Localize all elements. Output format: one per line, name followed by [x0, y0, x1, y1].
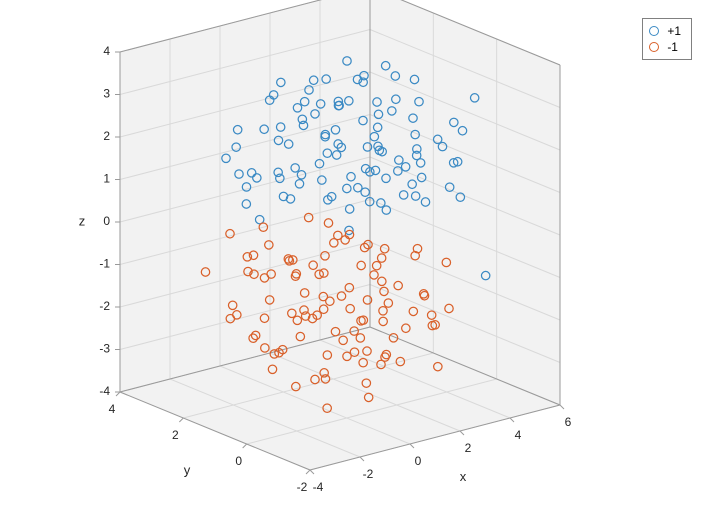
svg-text:-3: -3	[99, 342, 110, 356]
svg-text:2: 2	[103, 129, 110, 143]
svg-text:-2: -2	[363, 467, 374, 481]
svg-text:z: z	[79, 213, 86, 228]
svg-text:0: 0	[103, 214, 110, 228]
svg-text:2: 2	[465, 441, 472, 455]
svg-text:-2: -2	[99, 299, 110, 313]
svg-text:4: 4	[109, 402, 116, 416]
svg-text:-1: -1	[99, 257, 110, 271]
svg-text:-2: -2	[297, 480, 308, 494]
svg-text:-4: -4	[99, 384, 110, 398]
svg-text:y: y	[184, 463, 191, 478]
svg-text:-4: -4	[313, 480, 324, 494]
svg-text:4: 4	[515, 428, 522, 442]
svg-text:3: 3	[103, 87, 110, 101]
svg-text:6: 6	[565, 415, 572, 429]
scatter3d-figure: { "title": { "text": "FG dataset", "font…	[0, 0, 706, 528]
svg-text:2: 2	[172, 428, 179, 442]
svg-text:x: x	[460, 469, 467, 484]
svg-text:4: 4	[103, 44, 110, 58]
svg-text:0: 0	[415, 454, 422, 468]
svg-text:0: 0	[235, 454, 242, 468]
svg-text:1: 1	[103, 172, 110, 186]
scatter3d-axes: -4 -2 0 2 4 6 -2 0 2 4 -4 -3 -2 -1 0 1 2 3 4 x y z	[0, 0, 706, 528]
